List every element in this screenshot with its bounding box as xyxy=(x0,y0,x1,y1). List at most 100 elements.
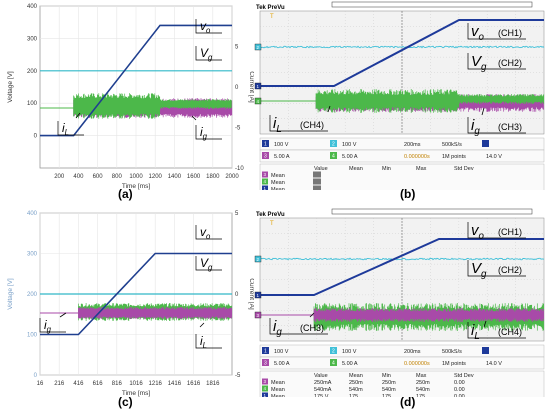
annotation-arrow xyxy=(199,322,205,328)
channel-badge-label: 2 xyxy=(332,142,335,148)
channel-label-suffix: (CH2) xyxy=(498,58,522,68)
x-tick-label: 2000 xyxy=(225,174,239,180)
meas-row-label: Mean xyxy=(271,187,285,190)
meas-cell: 250m xyxy=(416,380,430,386)
channel-marker xyxy=(254,255,262,263)
scope-header: Tek PreVu xyxy=(256,212,285,218)
annotation-bracket xyxy=(195,334,222,349)
trigger-level: 14.0 V xyxy=(486,361,502,367)
channel-marker-label: 1 xyxy=(257,293,260,298)
channel-badge-label: 3 xyxy=(264,154,267,160)
meas-row-label: Mean xyxy=(271,180,285,186)
meas-header: Max xyxy=(416,166,427,172)
meas-row-badge xyxy=(262,378,268,385)
trigger-marker: T xyxy=(270,14,274,20)
y-tick-label: 0 xyxy=(34,134,38,140)
trigger-marker: T xyxy=(270,221,274,227)
x-tick-label: 1816 xyxy=(206,381,220,387)
meas-cell: 0.00 xyxy=(454,394,465,397)
annotation-label: vo xyxy=(200,225,211,241)
annotation-arrow xyxy=(59,312,67,318)
meas-cell: 175 xyxy=(416,394,425,397)
y-tick-label: 0 xyxy=(34,373,38,379)
series-vg-trace xyxy=(259,45,545,49)
meas-cell-placeholder xyxy=(313,171,321,178)
meas-cell: 540m xyxy=(349,387,363,393)
meas-row-badge xyxy=(262,178,268,185)
annotation-label: ig xyxy=(44,318,52,334)
channel-badge xyxy=(330,140,337,147)
settings-row-1 xyxy=(259,137,545,151)
channel-badge-label: 1 xyxy=(264,142,267,148)
annotation-label: vo xyxy=(200,19,211,35)
meas-row-badge-label: 1 xyxy=(264,186,267,190)
sample-rate: 500kS/s xyxy=(442,349,462,355)
panel-label-a: (a) xyxy=(118,187,133,201)
channel-label-bracket xyxy=(467,23,526,40)
x-tick-label: 600 xyxy=(93,174,104,180)
meas-cell: 540mA xyxy=(314,387,332,393)
y-tick-label: 100 xyxy=(27,101,38,107)
meas-header: Value xyxy=(314,166,328,172)
meas-row-badge xyxy=(262,185,268,192)
annotation-label: Vg xyxy=(200,256,213,272)
meas-row-badge-label: 4 xyxy=(264,386,267,391)
channel-marker-label: 3 xyxy=(257,313,260,318)
channel-label: ig xyxy=(273,318,282,338)
x-tick-label: 400 xyxy=(73,174,84,180)
meas-row-label: Mean xyxy=(271,394,285,397)
channel-label-arrow xyxy=(483,320,487,328)
measurement-table xyxy=(259,163,545,195)
meas-cell: 540m xyxy=(382,387,396,393)
x-tick-label: 1800 xyxy=(206,174,220,180)
x-tick-label: 800 xyxy=(112,174,123,180)
x-tick-label: 1216 xyxy=(149,381,163,387)
series-vo-line xyxy=(40,252,232,336)
channel-label-suffix: (CH1) xyxy=(498,28,522,38)
series-il-band-steady xyxy=(458,94,545,104)
channel-label-arrow xyxy=(481,107,485,116)
channel-badge xyxy=(262,359,269,366)
record-bar xyxy=(331,208,533,215)
scope-d: Tek PreVu T 1 2 3 vo (CH1) Vg (CH2) ig (CH3) iL (CH4… xyxy=(254,207,550,402)
y-tick-label: 400 xyxy=(27,4,38,10)
trigger-position: 0.000000s xyxy=(404,361,430,367)
x-tick-label: 1200 xyxy=(149,174,163,180)
channel-label-arrow xyxy=(309,312,315,318)
annotation-label: iL xyxy=(62,121,69,137)
meas-row-badge xyxy=(262,385,268,392)
channel-badge-label: 3 xyxy=(264,361,267,367)
panel-d: Tek PreVu T 1 2 3 vo (CH1) Vg (CH2) ig (CH3) iL (CH4… xyxy=(254,207,550,414)
channel-label: vo xyxy=(471,222,485,242)
annotation-bracket xyxy=(195,225,222,240)
meas-cell: 250m xyxy=(349,380,363,386)
channel-label-arrow xyxy=(327,105,331,113)
meas-header: Value xyxy=(314,373,328,379)
annotation-bracket xyxy=(57,121,84,136)
annotation-label: ig xyxy=(200,125,208,141)
channel-badge-label: 4 xyxy=(332,154,335,160)
channel-label-bracket xyxy=(467,260,526,277)
trigger-position: 0.000000s xyxy=(404,154,430,160)
x-tick-label: 1616 xyxy=(187,381,201,387)
annotation-arrow xyxy=(75,112,81,119)
channel-setting-value: 100 V xyxy=(274,349,289,355)
meas-row-badge xyxy=(262,171,268,178)
annotation-bracket xyxy=(195,19,222,34)
meas-header: Std Dev xyxy=(454,166,474,172)
channel-marker xyxy=(254,97,262,105)
y-tick-label: 300 xyxy=(27,36,38,42)
settings-row-1 xyxy=(259,344,545,358)
channel-setting-value: 5.00 A xyxy=(274,154,290,160)
x-tick-label: 1600 xyxy=(187,174,201,180)
y-tick-label: 300 xyxy=(27,252,38,258)
meas-header: Mean xyxy=(349,166,363,172)
y2-tick-label: 5 xyxy=(235,45,239,51)
scope-header: Tek PreVu xyxy=(256,5,285,11)
channel-label-bracket xyxy=(269,318,328,335)
meas-cell-placeholder xyxy=(313,185,321,192)
meas-cell: 250m xyxy=(382,380,396,386)
y2-axis-label: Current [A] xyxy=(248,278,255,310)
meas-header: Min xyxy=(382,166,391,172)
x-tick-label: 816 xyxy=(112,381,123,387)
